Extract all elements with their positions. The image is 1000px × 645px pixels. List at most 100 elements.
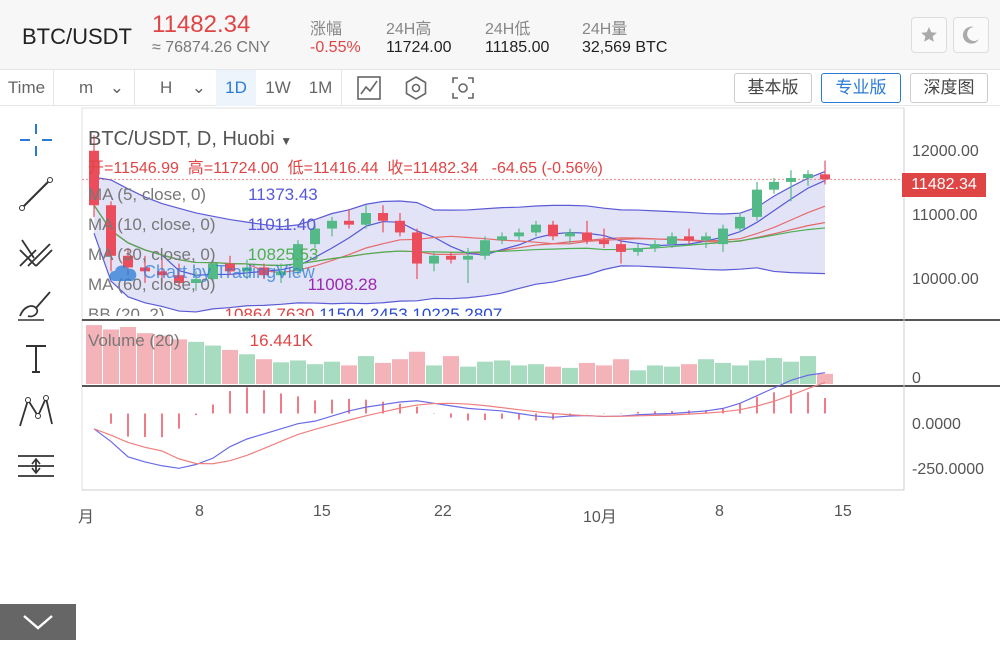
volume-bar <box>800 356 816 384</box>
volume-bar <box>375 362 391 384</box>
cloud-icon <box>109 265 137 282</box>
brush-icon[interactable] <box>14 282 58 326</box>
x-tick-0: 月 <box>78 509 95 526</box>
candle-body <box>633 248 643 252</box>
volume-legend[interactable]: Volume (20) 16.441K <box>88 331 313 351</box>
ma30-row[interactable]: MA (30, close, 0) 10825.53 <box>88 240 603 270</box>
pattern-icon[interactable] <box>14 390 58 434</box>
candle-body <box>718 228 728 245</box>
chart-title-text: BTC/USDT, D, Huobi <box>88 128 275 150</box>
screenshot-icon[interactable] <box>450 75 476 101</box>
price-tick-11000: 11000.00 <box>912 207 978 224</box>
ma5-label: MA (5, close, 0) <box>88 185 207 204</box>
volume-bar <box>766 357 782 384</box>
volume-bar <box>579 362 595 384</box>
volume-bar <box>545 366 561 384</box>
minute-dropdown[interactable]: m ⌄ <box>55 70 135 106</box>
tab-1w[interactable]: 1W <box>265 78 291 97</box>
chevron-down-icon: ⌄ <box>191 78 206 97</box>
text-icon[interactable] <box>14 336 58 380</box>
volume-bar <box>273 362 289 384</box>
open-label: 开= <box>88 160 114 177</box>
settings-icon[interactable] <box>403 75 429 101</box>
last-price: 11482.34 <box>152 11 251 38</box>
stat-value-volume: 32,569 BTC <box>582 39 668 56</box>
ma5-row[interactable]: MA (5, close, 0) 11373.43 <box>88 180 603 210</box>
tab-1d[interactable]: 1D <box>216 70 256 106</box>
close-value: 11482.34 <box>412 160 479 177</box>
volume-bar <box>647 365 663 384</box>
watermark-text: Chart by TradingView <box>143 262 315 282</box>
volume-bar <box>494 360 510 384</box>
volume-bar <box>341 365 357 384</box>
hour-dropdown[interactable]: H ⌄ <box>136 70 216 106</box>
macd-tick-250: -250.0000 <box>912 461 985 478</box>
volume-bar <box>749 360 765 384</box>
low-label: 低= <box>287 160 313 177</box>
trend-line-icon[interactable] <box>14 172 58 216</box>
chart-title: BTC/USDT, D, Huobi ▼ <box>88 128 293 150</box>
open-value: 11546.99 <box>113 160 179 177</box>
price-tick-10000: 10000.00 <box>912 271 979 288</box>
volume-bar <box>681 364 697 384</box>
theme-toggle-button[interactable] <box>953 17 989 53</box>
volume-bar <box>290 360 306 384</box>
depth-chart-button[interactable]: 深度图 <box>910 73 988 103</box>
time-button[interactable]: Time <box>0 70 54 106</box>
stat-value-high: 11724.00 <box>386 39 452 56</box>
chevron-down-icon <box>23 615 53 630</box>
volume-bar <box>205 345 221 384</box>
stat-label-change: 涨幅 <box>310 21 343 38</box>
candle-body <box>786 178 796 182</box>
bb-label: BB (20, 2) <box>88 305 165 316</box>
toolbar: Time m ⌄ H ⌄ 1D 1W 1M 基本版 专业版 深度图 <box>0 70 1000 106</box>
measure-icon[interactable] <box>14 444 58 488</box>
volume-bar <box>460 366 476 384</box>
volume-tick: 0 <box>912 370 921 387</box>
chart-legend: BTC/USDT, D, Huobi ▼ 开=11546.99 高=11724.… <box>88 124 603 316</box>
volume-bar <box>511 365 527 384</box>
volume-bar <box>783 361 799 384</box>
price-tick-12000: 12000.00 <box>912 143 979 160</box>
volume-bar <box>307 364 323 384</box>
bb-row[interactable]: BB (20, 2) 10864.7630 11504.2453 10225.28… <box>88 300 603 316</box>
basic-version-button[interactable]: 基本版 <box>734 73 812 103</box>
stat-label-volume: 24H量 <box>582 21 628 38</box>
stat-value-change: -0.55% <box>310 39 361 56</box>
ohlc-row: 开=11546.99 高=11724.00 低=11416.44 收=11482… <box>88 154 603 180</box>
x-tick-3: 22 <box>434 503 452 520</box>
x-tick-1: 8 <box>195 503 204 520</box>
crosshair-icon[interactable] <box>14 118 58 162</box>
volume-bar <box>715 362 731 384</box>
candle-body <box>667 236 677 245</box>
volume-label: Volume (20) <box>88 331 180 350</box>
star-icon <box>921 27 937 42</box>
ma30-value: 10825.53 <box>247 245 319 264</box>
x-tick-4: 10月 <box>583 509 617 526</box>
candle-body <box>650 244 660 248</box>
volume-bar <box>698 359 714 384</box>
volume-bar <box>222 349 238 384</box>
high-label: 高= <box>187 160 214 177</box>
minute-label: m <box>79 78 94 97</box>
favorite-button[interactable] <box>911 17 947 53</box>
chevron-down-icon: ⌄ <box>109 78 124 97</box>
volume-value: 16.441K <box>249 331 314 350</box>
volume-bar <box>477 361 493 384</box>
chart-type-icon[interactable] <box>356 75 382 101</box>
ma10-value: 11011.40 <box>247 215 316 234</box>
pro-version-button[interactable]: 专业版 <box>821 73 901 103</box>
volume-bar <box>732 365 748 384</box>
volume-bar <box>817 373 833 384</box>
tab-1m[interactable]: 1M <box>300 70 342 106</box>
collapse-toolbar-button[interactable] <box>0 604 76 640</box>
volume-bar <box>358 356 374 384</box>
drawing-toolbar <box>0 106 80 640</box>
hour-label: H <box>160 78 173 97</box>
volume-bar <box>256 359 272 384</box>
pitchfork-icon[interactable] <box>14 228 58 272</box>
volume-bar <box>426 365 442 384</box>
candle-body <box>820 174 830 180</box>
ma10-label: MA (10, close, 0) <box>88 215 216 234</box>
ma10-row[interactable]: MA (10, close, 0) 11011.40 <box>88 210 603 240</box>
